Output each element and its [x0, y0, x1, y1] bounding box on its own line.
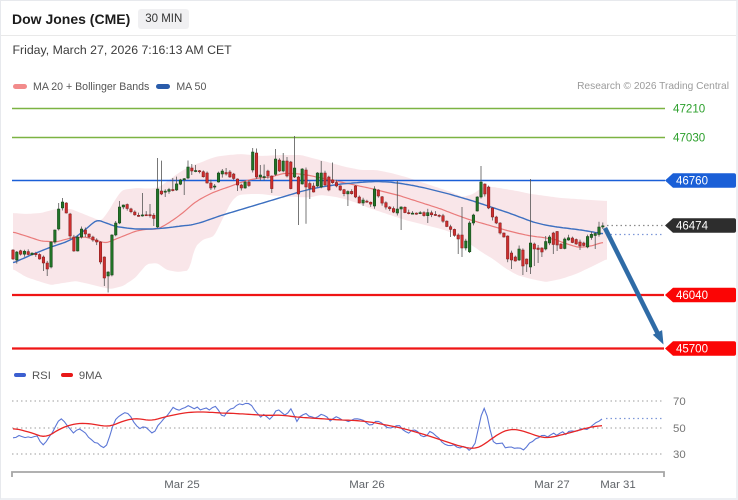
- svg-text:Mar 31: Mar 31: [600, 479, 635, 491]
- svg-text:47210: 47210: [673, 103, 705, 116]
- svg-text:46040: 46040: [676, 290, 708, 302]
- svg-text:46474: 46474: [676, 221, 709, 233]
- svg-text:Mar 27: Mar 27: [534, 479, 569, 491]
- svg-text:70: 70: [673, 396, 686, 408]
- svg-text:47030: 47030: [673, 132, 705, 145]
- svg-text:Mar 26: Mar 26: [349, 479, 384, 491]
- svg-text:30: 30: [673, 449, 686, 461]
- svg-text:45700: 45700: [676, 344, 708, 356]
- svg-text:50: 50: [673, 423, 686, 435]
- svg-text:46760: 46760: [676, 176, 708, 188]
- svg-text:Mar 25: Mar 25: [164, 479, 199, 491]
